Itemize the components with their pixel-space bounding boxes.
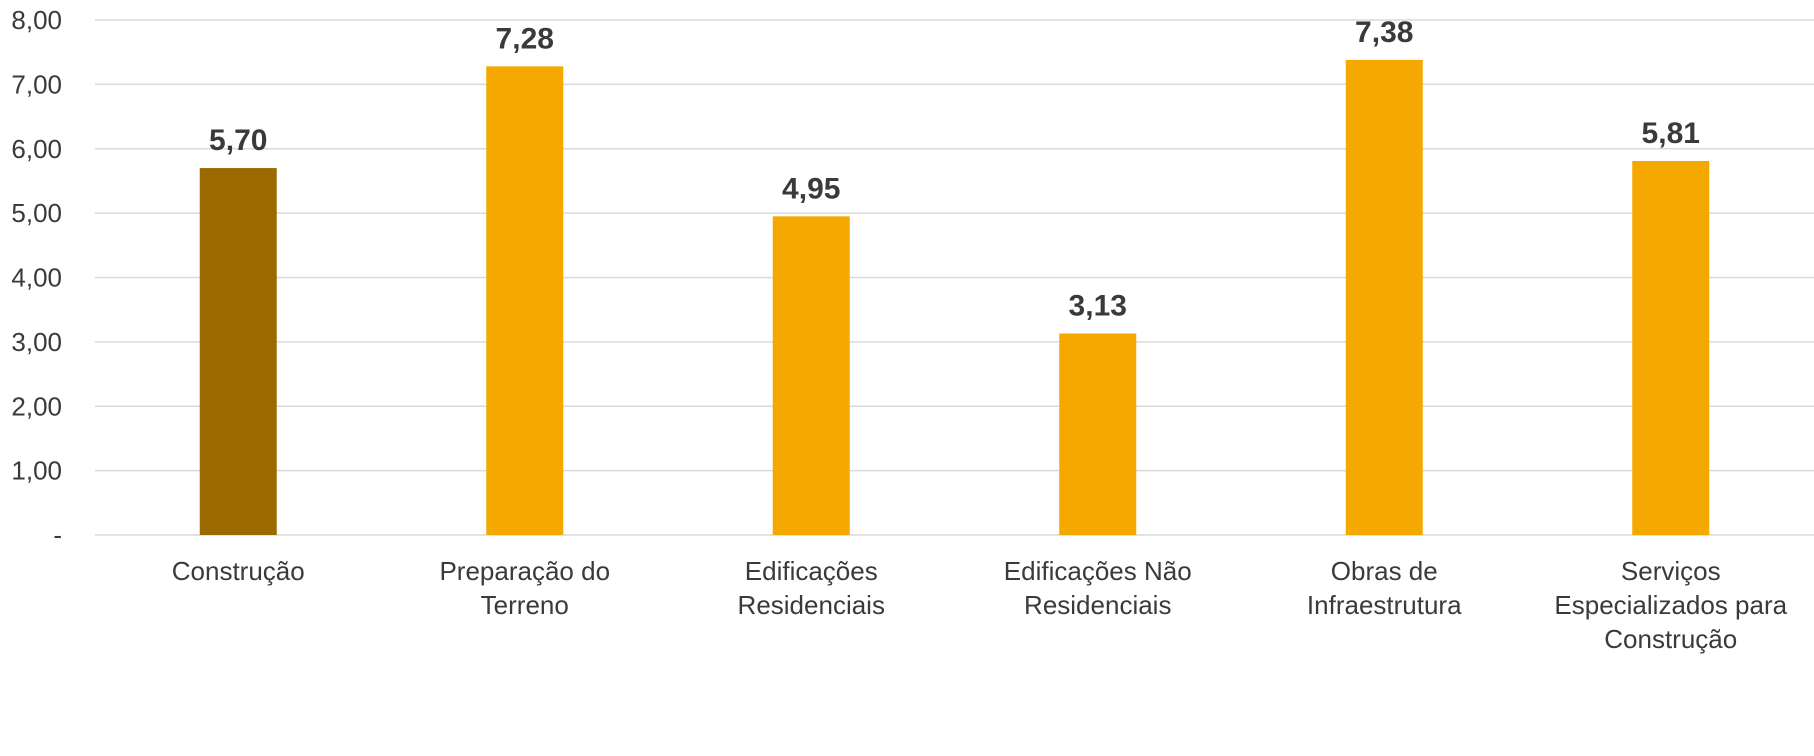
- bar: [1345, 59, 1423, 535]
- data-labels: 5,70 7,28 4,95 3,13 7,38 5,81: [209, 16, 1700, 323]
- y-tick-label: 7,00: [11, 69, 62, 99]
- data-label: 5,70: [209, 124, 267, 157]
- x-tick-label: Obras de Infraestrutura: [1307, 556, 1462, 620]
- x-tick-label-line: Residenciais: [738, 590, 885, 620]
- x-tick-label-line: Infraestrutura: [1307, 590, 1462, 620]
- y-tick-label: 4,00: [11, 263, 62, 293]
- x-tick-label: Construção: [172, 556, 305, 586]
- x-tick-label-line: Preparação do: [439, 556, 610, 586]
- x-tick-label-line: Edificações Não: [1004, 556, 1192, 586]
- bar: [772, 216, 850, 535]
- x-axis-category-labels: Construção Preparação do Terreno Edificaçõe…: [172, 556, 1788, 654]
- y-tick-label: 6,00: [11, 134, 62, 164]
- x-tick-label-line: Construção: [172, 556, 305, 586]
- x-tick-label-line: Especializados para: [1554, 590, 1787, 620]
- bar: [1632, 160, 1710, 535]
- x-tick-label-line: Serviços: [1621, 556, 1721, 586]
- y-tick-label: 1,00: [11, 456, 62, 486]
- x-tick-label: Edificações Não Residenciais: [1004, 556, 1192, 620]
- bar: [486, 66, 564, 535]
- data-label: 7,38: [1355, 16, 1413, 49]
- x-tick-label-line: Residenciais: [1024, 590, 1171, 620]
- x-tick-label: Serviços Especializados para Construção: [1554, 556, 1787, 654]
- data-label: 7,28: [496, 22, 554, 55]
- gridlines: [95, 19, 1814, 536]
- x-tick-label-line: Construção: [1604, 624, 1737, 654]
- data-label: 5,81: [1642, 117, 1700, 150]
- x-tick-label: Preparação do Terreno: [439, 556, 610, 620]
- x-tick-label-line: Obras de: [1331, 556, 1438, 586]
- x-tick-label-line: Edificações: [745, 556, 878, 586]
- y-axis-tick-labels: - 1,00 2,00 3,00 4,00 5,00 6,00 7,00 8,00: [11, 5, 62, 550]
- y-tick-label: 3,00: [11, 327, 62, 357]
- data-label: 3,13: [1069, 290, 1127, 323]
- y-tick-label: 2,00: [11, 391, 62, 421]
- y-tick-label: 5,00: [11, 198, 62, 228]
- y-tick-label: 8,00: [11, 5, 62, 35]
- bar: [199, 168, 277, 535]
- x-tick-label-line: Terreno: [481, 590, 569, 620]
- bar: [1059, 333, 1137, 535]
- bars: [199, 59, 1710, 535]
- data-label: 4,95: [782, 172, 840, 205]
- y-tick-label: -: [53, 520, 62, 550]
- x-tick-label: Edificações Residenciais: [738, 556, 885, 620]
